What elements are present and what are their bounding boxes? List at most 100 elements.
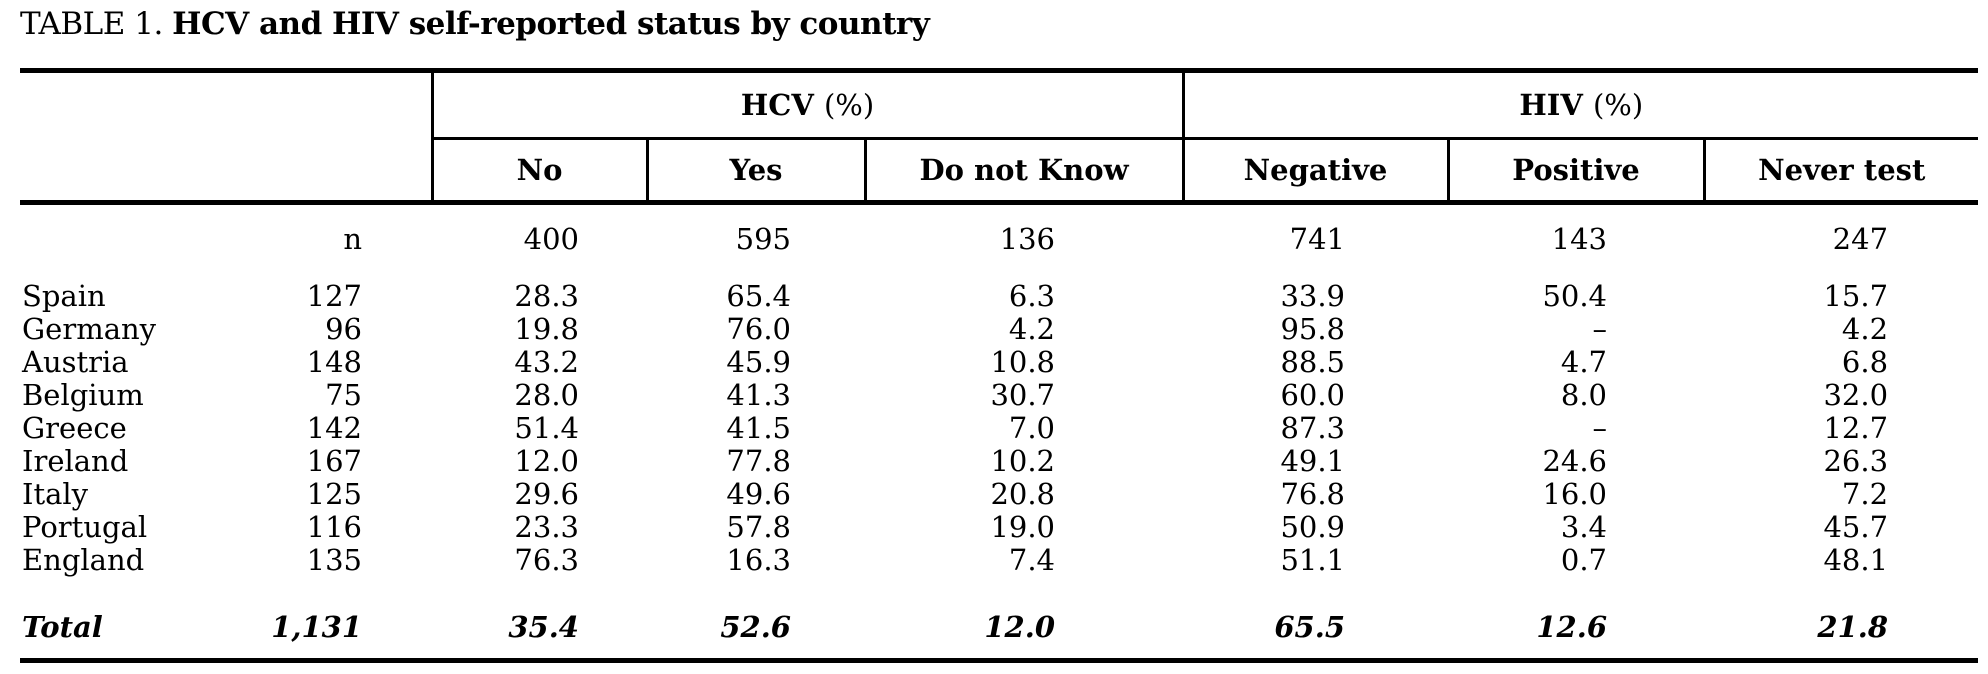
country-cell: Germany [22, 312, 157, 346]
hiv-positive-cell: 4.7 [1560, 345, 1608, 379]
total-hiv-positive: 12.6 [1536, 610, 1608, 644]
hcv-no-cell: 43.2 [514, 345, 579, 379]
table-row: Germany 96 19.8 76.0 4.2 95.8 – 4.2 [20, 313, 1978, 346]
stub-header-cell [20, 70, 432, 205]
hiv-negative-cell: 87.3 [1280, 411, 1346, 445]
hcv-no-cell: 28.0 [514, 378, 579, 412]
hiv-negative-cell: 50.9 [1280, 510, 1346, 544]
n-row-label: n [343, 222, 362, 256]
hiv-never-cell: 15.7 [1823, 279, 1889, 313]
country-cell: Belgium [22, 378, 144, 412]
hcv-hiv-status-table: HCV (%) HIV (%) No Yes Do not Know Negat… [20, 68, 1979, 663]
spacer-cell [20, 577, 1978, 599]
hiv-negative-cell: 51.1 [1280, 543, 1346, 577]
header-hcv-no: No [430, 138, 647, 205]
table-row: England 135 76.3 16.3 7.4 51.1 0.7 48.1 [20, 544, 1978, 577]
hcv-no-cell: 28.3 [514, 279, 579, 313]
country-cell: Ireland [22, 444, 129, 478]
hiv-negative-cell: 76.8 [1280, 477, 1346, 511]
table-row: Ireland 167 12.0 77.8 10.2 49.1 24.6 26.… [20, 445, 1978, 478]
hcv-group-name: HCV [740, 88, 814, 122]
hcv-yes-cell: 41.3 [726, 378, 791, 412]
hcv-dnk-cell: 6.3 [1008, 279, 1056, 313]
hcv-dnk-cell: 7.4 [1008, 543, 1056, 577]
n-cell: 96 [325, 312, 362, 346]
hcv-dnk-cell: 4.2 [1008, 312, 1056, 346]
hcv-yes-cell: 45.9 [726, 345, 791, 379]
hiv-positive-cell: – [1592, 312, 1608, 346]
hcv-dnk-cell: 19.0 [990, 510, 1056, 544]
hiv-never-cell: 26.3 [1823, 444, 1889, 478]
hcv-yes-cell: 77.8 [726, 444, 791, 478]
header-hiv-positive: Positive [1446, 138, 1705, 205]
hiv-positive-cell: 24.6 [1542, 444, 1608, 478]
hcv-dnk-cell: 30.7 [990, 378, 1056, 412]
hcv-no-cell: 19.8 [514, 312, 579, 346]
hiv-negative-cell: 60.0 [1280, 378, 1346, 412]
n-cell: 75 [325, 378, 362, 412]
hiv-never-cell: 48.1 [1823, 543, 1889, 577]
hiv-negative-cell: 95.8 [1280, 312, 1346, 346]
hiv-positive-cell: 3.4 [1560, 510, 1608, 544]
n-row-empty-stub [20, 203, 190, 269]
hiv-positive-cell: 0.7 [1560, 543, 1608, 577]
n-cell: 142 [306, 411, 362, 445]
total-hcv-yes: 52.6 [720, 610, 791, 644]
table-row: Austria 148 43.2 45.9 10.8 88.5 4.7 6.8 [20, 346, 1978, 379]
n-hiv-negative: 741 [1289, 222, 1346, 256]
country-cell: Portugal [22, 510, 148, 544]
hiv-never-cell: 6.8 [1841, 345, 1889, 379]
n-hcv-no: 400 [523, 222, 579, 256]
n-cell: 135 [306, 543, 362, 577]
hcv-dnk-cell: 20.8 [990, 477, 1056, 511]
country-cell: England [22, 543, 145, 577]
hiv-never-cell: 45.7 [1823, 510, 1889, 544]
hcv-no-cell: 51.4 [514, 411, 579, 445]
table-row: Italy 125 29.6 49.6 20.8 76.8 16.0 7.2 [20, 478, 1978, 511]
header-hiv-never-test: Never test [1702, 138, 1979, 205]
header-hiv-negative: Negative [1181, 138, 1449, 205]
hcv-dnk-cell: 7.0 [1008, 411, 1056, 445]
n-cell: 116 [306, 510, 362, 544]
country-cell: Austria [22, 345, 129, 379]
n-cell: 125 [306, 477, 362, 511]
hcv-yes-cell: 57.8 [726, 510, 791, 544]
hcv-yes-cell: 41.5 [726, 411, 791, 445]
n-hcv-do-not-know: 136 [999, 222, 1056, 256]
hiv-group-unit: (%) [1592, 88, 1644, 122]
hcv-dnk-cell: 10.2 [990, 444, 1056, 478]
total-hiv-never: 21.8 [1817, 610, 1889, 644]
country-cell: Greece [22, 411, 127, 445]
hiv-positive-cell: 50.4 [1542, 279, 1608, 313]
hcv-yes-cell: 76.0 [726, 312, 791, 346]
hcv-group-unit: (%) [823, 88, 875, 122]
table-title: TABLE 1. HCV and HIV self-reported statu… [20, 6, 930, 42]
table-row: Portugal 116 23.3 57.8 19.0 50.9 3.4 45.… [20, 511, 1978, 544]
header-hcv-do-not-know: Do not Know [863, 138, 1184, 205]
hiv-never-cell: 12.7 [1823, 411, 1889, 445]
hiv-positive-cell: 8.0 [1560, 378, 1608, 412]
n-count-row: n 400 595 136 741 143 247 [20, 203, 1978, 269]
hcv-yes-cell: 16.3 [726, 543, 791, 577]
hcv-dnk-cell: 10.8 [990, 345, 1056, 379]
hcv-no-cell: 12.0 [514, 444, 579, 478]
total-hcv-no: 35.4 [508, 610, 579, 644]
hiv-negative-cell: 49.1 [1280, 444, 1346, 478]
column-header-row: No Yes Do not Know Negative Positive Nev… [20, 138, 1979, 205]
n-hiv-never-test: 247 [1832, 222, 1889, 256]
table-number-label: TABLE 1. [20, 6, 163, 42]
total-row: Total 1,131 35.4 52.6 12.0 65.5 12.6 21.… [20, 599, 1978, 661]
n-cell: 127 [306, 279, 362, 313]
hiv-positive-cell: – [1592, 411, 1608, 445]
total-hiv-negative: 65.5 [1274, 610, 1346, 644]
table-row: Greece 142 51.4 41.5 7.0 87.3 – 12.7 [20, 412, 1978, 445]
header-hcv-yes: Yes [645, 138, 865, 205]
hiv-negative-cell: 33.9 [1280, 279, 1346, 313]
hiv-group-name: HIV [1519, 88, 1583, 122]
group-header-row: HCV (%) HIV (%) [20, 70, 1979, 205]
n-hcv-yes: 595 [735, 222, 791, 256]
hiv-never-cell: 4.2 [1841, 312, 1889, 346]
hcv-no-cell: 23.3 [514, 510, 579, 544]
total-hcv-dnk: 12.0 [984, 610, 1056, 644]
